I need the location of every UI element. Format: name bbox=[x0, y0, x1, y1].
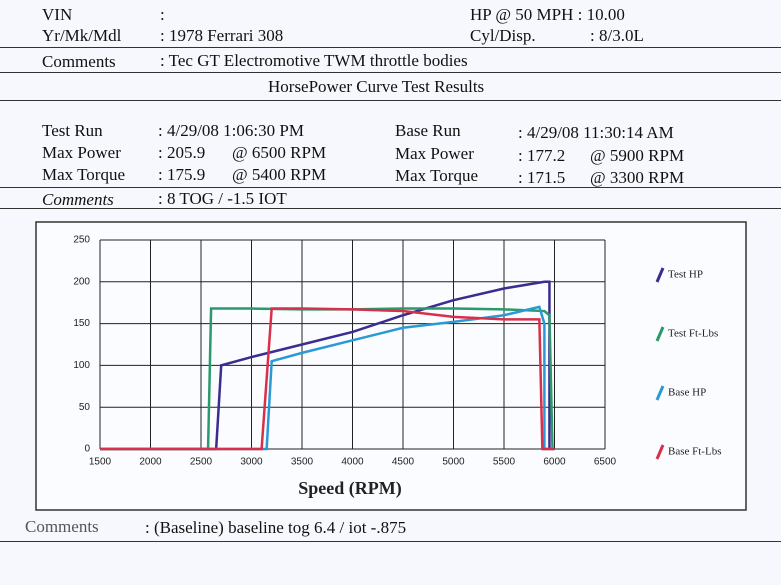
legend-label: Test Ft-Lbs bbox=[668, 328, 718, 340]
y-tick-label: 200 bbox=[73, 276, 90, 287]
x-tick-label: 4000 bbox=[341, 457, 364, 468]
value: : 8 TOG / -1.5 IOT bbox=[158, 189, 287, 208]
x-tick-label: 4500 bbox=[392, 457, 415, 468]
line bbox=[100, 305, 555, 451]
value: @ 5900 RPM bbox=[590, 146, 685, 165]
value: @ 3300 RPM bbox=[590, 168, 685, 187]
legend-swatch bbox=[655, 444, 665, 460]
value: : bbox=[160, 5, 165, 24]
label: Max Torque bbox=[42, 165, 126, 184]
x-tick-label: 2000 bbox=[139, 457, 162, 468]
x-tick-label: 6000 bbox=[543, 457, 566, 468]
label: Max Power bbox=[395, 144, 474, 163]
value: @ 6500 RPM bbox=[232, 143, 327, 162]
label: Comments bbox=[42, 52, 116, 71]
x-tick-label: 5500 bbox=[493, 457, 516, 468]
label: Comments bbox=[42, 190, 114, 209]
x-tick-label: 2500 bbox=[190, 457, 213, 468]
line bbox=[100, 307, 555, 451]
rule bbox=[0, 541, 781, 542]
y-tick-label: 250 bbox=[73, 235, 90, 246]
rule bbox=[0, 47, 781, 48]
legend-label: Test HP bbox=[668, 269, 703, 281]
label: Yr/Mk/Mdl bbox=[42, 26, 122, 45]
value: @ 5400 RPM bbox=[232, 165, 327, 184]
y-tick-label: 150 bbox=[73, 318, 90, 329]
line bbox=[100, 307, 555, 451]
label: Max Power bbox=[42, 143, 121, 162]
y-tick-label: 50 bbox=[79, 402, 91, 413]
rule bbox=[0, 72, 781, 73]
section-title: HorsePower Curve Test Results bbox=[268, 77, 485, 96]
label: Comments bbox=[25, 517, 99, 536]
value: : 8/3.0L bbox=[590, 26, 644, 45]
x-tick-label: 5000 bbox=[442, 457, 465, 468]
value: : 171.5 bbox=[518, 168, 566, 187]
rule bbox=[0, 100, 781, 101]
value: HP @ 50 MPH : 10.00 bbox=[470, 5, 625, 24]
x-axis-label: Speed (RPM) bbox=[298, 478, 401, 499]
label: Max Torque bbox=[395, 166, 479, 185]
chart-frame bbox=[35, 221, 747, 511]
legend-label: Base Ft-Lbs bbox=[668, 446, 721, 458]
y-tick-label: 100 bbox=[73, 360, 90, 371]
rule bbox=[0, 187, 781, 188]
rule bbox=[0, 208, 781, 209]
value: : 4/29/08 1:06:30 PM bbox=[158, 121, 304, 140]
value: : 205.9 bbox=[158, 143, 206, 162]
x-tick-label: 6500 bbox=[594, 457, 617, 468]
value: : (Baseline) baseline tog 6.4 / iot -.87… bbox=[145, 518, 407, 537]
value: : Tec GT Electromotive TWM throttle bodi… bbox=[160, 51, 468, 70]
legend-swatch bbox=[655, 326, 665, 342]
legend-swatch bbox=[655, 267, 665, 283]
label: Test Run bbox=[42, 121, 103, 140]
value: : 175.9 bbox=[158, 165, 206, 184]
x-tick-label: 3500 bbox=[291, 457, 314, 468]
label: VIN bbox=[42, 5, 73, 24]
y-tick-label: 0 bbox=[84, 444, 90, 455]
x-tick-label: 3000 bbox=[240, 457, 263, 468]
label: Base Run bbox=[395, 121, 461, 140]
line bbox=[100, 280, 551, 451]
value: : 1978 Ferrari 308 bbox=[160, 26, 284, 45]
legend-label: Base HP bbox=[668, 387, 706, 399]
value: : 4/29/08 11:30:14 AM bbox=[518, 123, 674, 142]
legend-swatch bbox=[655, 385, 665, 401]
x-tick-label: 1500 bbox=[89, 457, 112, 468]
label: Cyl/Disp. bbox=[470, 26, 536, 45]
value: : 177.2 bbox=[518, 146, 566, 165]
